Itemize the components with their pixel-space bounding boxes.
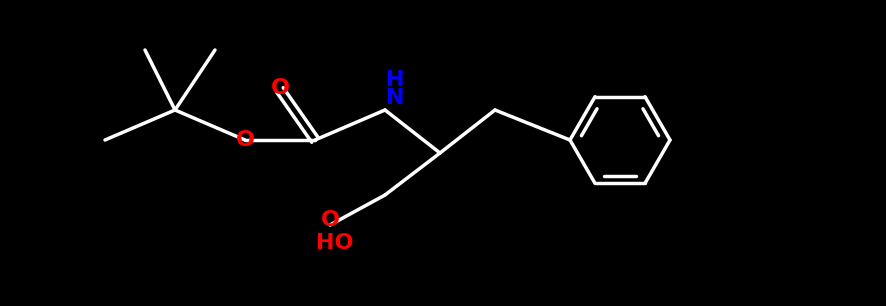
Text: HO: HO [316,233,354,253]
Text: N: N [385,88,404,108]
Text: H: H [385,70,404,90]
Text: O: O [270,78,289,98]
Text: O: O [320,210,339,230]
Text: O: O [236,130,254,150]
